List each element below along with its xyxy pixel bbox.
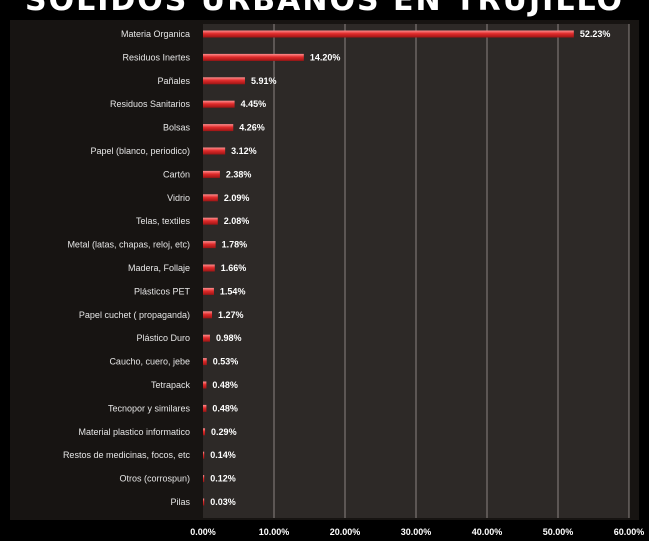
category-label: Telas, textiles (136, 216, 191, 226)
bar (203, 100, 235, 108)
value-label: 5.91% (251, 76, 277, 86)
gridlines (273, 24, 630, 518)
x-tick-label: 20.00% (330, 527, 361, 537)
chart-title: SOLIDOS URBANOS EN TRUJILLO (24, 0, 624, 18)
bar (203, 404, 207, 412)
value-label: 3.12% (231, 146, 257, 156)
category-label: Madera, Follaje (128, 263, 190, 273)
bars (203, 30, 574, 506)
value-label: 2.38% (226, 169, 252, 179)
bar (203, 358, 207, 366)
bar (203, 264, 215, 272)
category-label: Cartón (163, 169, 190, 179)
x-tick-label: 10.00% (259, 527, 290, 537)
category-label: Pilas (170, 497, 190, 507)
value-label: 1.54% (220, 286, 246, 296)
bar (203, 475, 205, 483)
category-label: Papel cuchet ( propaganda) (79, 310, 190, 320)
category-label: Tecnopor y similares (108, 403, 191, 413)
value-label: 52.23% (580, 29, 611, 39)
bar (203, 451, 205, 459)
category-label: Tetrapack (151, 380, 191, 390)
bar (203, 170, 220, 178)
bar (203, 124, 234, 132)
bar (203, 30, 574, 38)
category-label: Papel (blanco, periodico) (90, 146, 190, 156)
category-label: Caucho, cuero, jebe (109, 357, 190, 367)
x-tick-label: 50.00% (543, 527, 574, 537)
category-label: Residuos Sanitarios (110, 99, 191, 109)
bar (203, 381, 207, 389)
bar (203, 77, 245, 85)
bar (203, 428, 206, 436)
value-label: 0.48% (212, 403, 238, 413)
value-label: 0.14% (210, 450, 236, 460)
category-label: Otros (corrospun) (119, 474, 190, 484)
value-label: 0.98% (216, 333, 242, 343)
value-label: 4.26% (239, 123, 265, 133)
value-label: 0.03% (210, 497, 236, 507)
value-label: 14.20% (310, 52, 341, 62)
x-tick-label: 0.00% (190, 527, 216, 537)
bar (203, 194, 218, 202)
value-label: 0.53% (213, 357, 239, 367)
x-tick-label: 40.00% (472, 527, 503, 537)
category-label: Plásticos PET (134, 286, 191, 296)
category-label: Metal (latas, chapas, reloj, etc) (67, 240, 190, 250)
value-label: 1.78% (222, 240, 248, 250)
x-tick-labels: 0.00% 10.00% 20.00% 30.00% 40.00% 50.00% 60.00… (190, 527, 644, 537)
value-labels: 52.23% 14.20% 5.91% 4.45% 4.26% 3.12% 2.38% 2.0… (210, 29, 610, 507)
bar (203, 287, 214, 295)
value-label: 0.12% (210, 474, 236, 484)
value-label: 0.29% (211, 427, 237, 437)
bar (203, 147, 226, 155)
bar (203, 311, 213, 319)
bar (203, 334, 210, 342)
x-tick-label: 60.00% (614, 527, 645, 537)
value-label: 1.27% (218, 310, 244, 320)
category-label: Restos de medicinas, focos, etc (63, 450, 191, 460)
value-label: 1.66% (221, 263, 247, 273)
x-tick-label: 30.00% (401, 527, 432, 537)
value-label: 4.45% (241, 99, 267, 109)
category-labels: Materia Organica Residuos Inertes Pañales R… (63, 29, 191, 507)
category-label: Material plastico informatico (78, 427, 190, 437)
category-label: Vidrio (167, 193, 190, 203)
value-label: 0.48% (212, 380, 238, 390)
bar (203, 53, 304, 61)
category-label: Pañales (157, 76, 190, 86)
category-label: Materia Organica (121, 29, 190, 39)
category-label: Residuos Inertes (122, 52, 190, 62)
category-label: Bolsas (163, 123, 191, 133)
bar (203, 217, 218, 225)
bar (203, 241, 216, 249)
value-label: 2.08% (224, 216, 250, 226)
category-label: Plástico Duro (136, 333, 190, 343)
value-label: 2.09% (224, 193, 250, 203)
bar (203, 498, 205, 506)
